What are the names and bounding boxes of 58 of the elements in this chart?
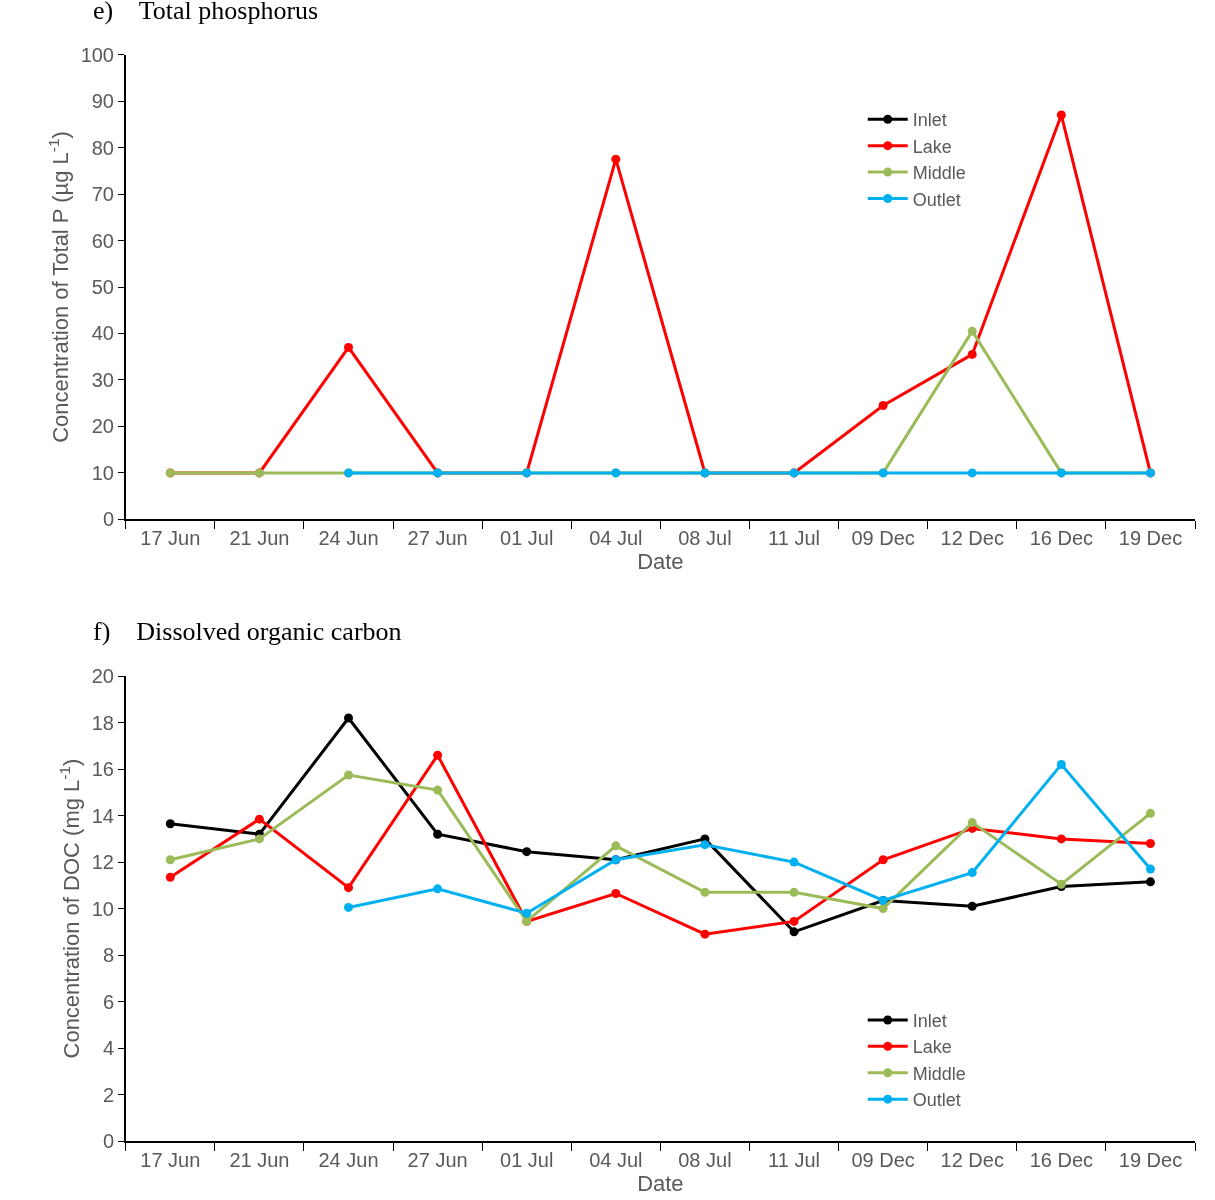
y-tick-label: 8 [102,944,114,967]
x-tick-label: 17 Jun [140,527,201,550]
x-tick-label: 27 Jun [407,527,468,550]
y-tick-label: 50 [91,276,114,298]
x-tick-label: 21 Jun [229,1148,290,1171]
legend-label: Inlet [912,110,947,131]
x-tick-label: 11 Jul [768,527,820,550]
x-tick-label: 24 Jun [318,1148,379,1171]
x-tick-label: 04 Jul [589,1148,643,1171]
y-tick-label: 0 [102,508,114,531]
x-tick-label: 12 Dec [940,527,1004,550]
x-tick-label: 24 Jun [318,527,379,550]
y-tick-label: 80 [91,136,114,159]
y-tick-label: 20 [91,665,114,688]
y-tick-label: 20 [91,415,114,438]
y-tick-label: 6 [102,990,114,1013]
chart-title: f) Dissolved organic carbon [93,617,402,646]
x-tick-label: 08 Jul [678,1148,732,1171]
y-tick-label: 70 [91,183,114,206]
x-axis-title: Date [637,1170,684,1196]
y-tick-label: 18 [91,711,114,734]
y-tick-label: 12 [91,851,114,874]
x-tick-label: 19 Dec [1118,527,1183,550]
x-tick-label: 11 Jul [768,1148,820,1171]
x-tick-label: 09 Dec [851,527,915,550]
y-tick-label: 14 [91,804,114,827]
x-tick-label: 04 Jul [589,527,643,550]
y-tick-label: 40 [91,322,114,345]
x-tick-label: 01 Jul [500,527,554,550]
y-tick-label: 4 [102,1037,114,1060]
x-tick-label: 21 Jun [229,527,290,550]
legend-label: Middle [912,1063,966,1084]
legend-label: Inlet [912,1010,947,1031]
y-tick-label: 30 [91,368,114,391]
y-tick-label: 10 [91,897,114,920]
legend-label: Outlet [912,189,961,210]
x-tick-label: 08 Jul [678,527,732,550]
x-tick-label: 09 Dec [851,1148,915,1171]
chart-title: e) Total phosphorus [93,0,319,25]
x-tick-label: 01 Jul [500,1148,554,1171]
y-tick-label: 60 [91,229,114,252]
legend-label: Middle [912,163,966,184]
x-tick-label: 16 Dec [1029,1148,1094,1171]
x-tick-label: 17 Jun [140,1148,201,1171]
x-axis-title: Date [637,549,684,575]
legend-label: Lake [912,1037,952,1058]
legend-label: Lake [912,136,952,157]
legend-label: Outlet [912,1090,961,1111]
x-tick-label: 12 Dec [940,1148,1004,1171]
y-tick-label: 16 [91,758,114,781]
y-tick-label: 90 [91,90,114,113]
y-tick-label: 10 [91,461,114,484]
y-tick-label: 2 [102,1083,114,1106]
y-tick-label: 0 [102,1130,114,1152]
y-tick-label: 100 [80,43,114,66]
x-tick-label: 19 Dec [1118,1148,1183,1171]
x-tick-label: 27 Jun [407,1148,468,1171]
x-tick-label: 16 Dec [1029,527,1094,550]
